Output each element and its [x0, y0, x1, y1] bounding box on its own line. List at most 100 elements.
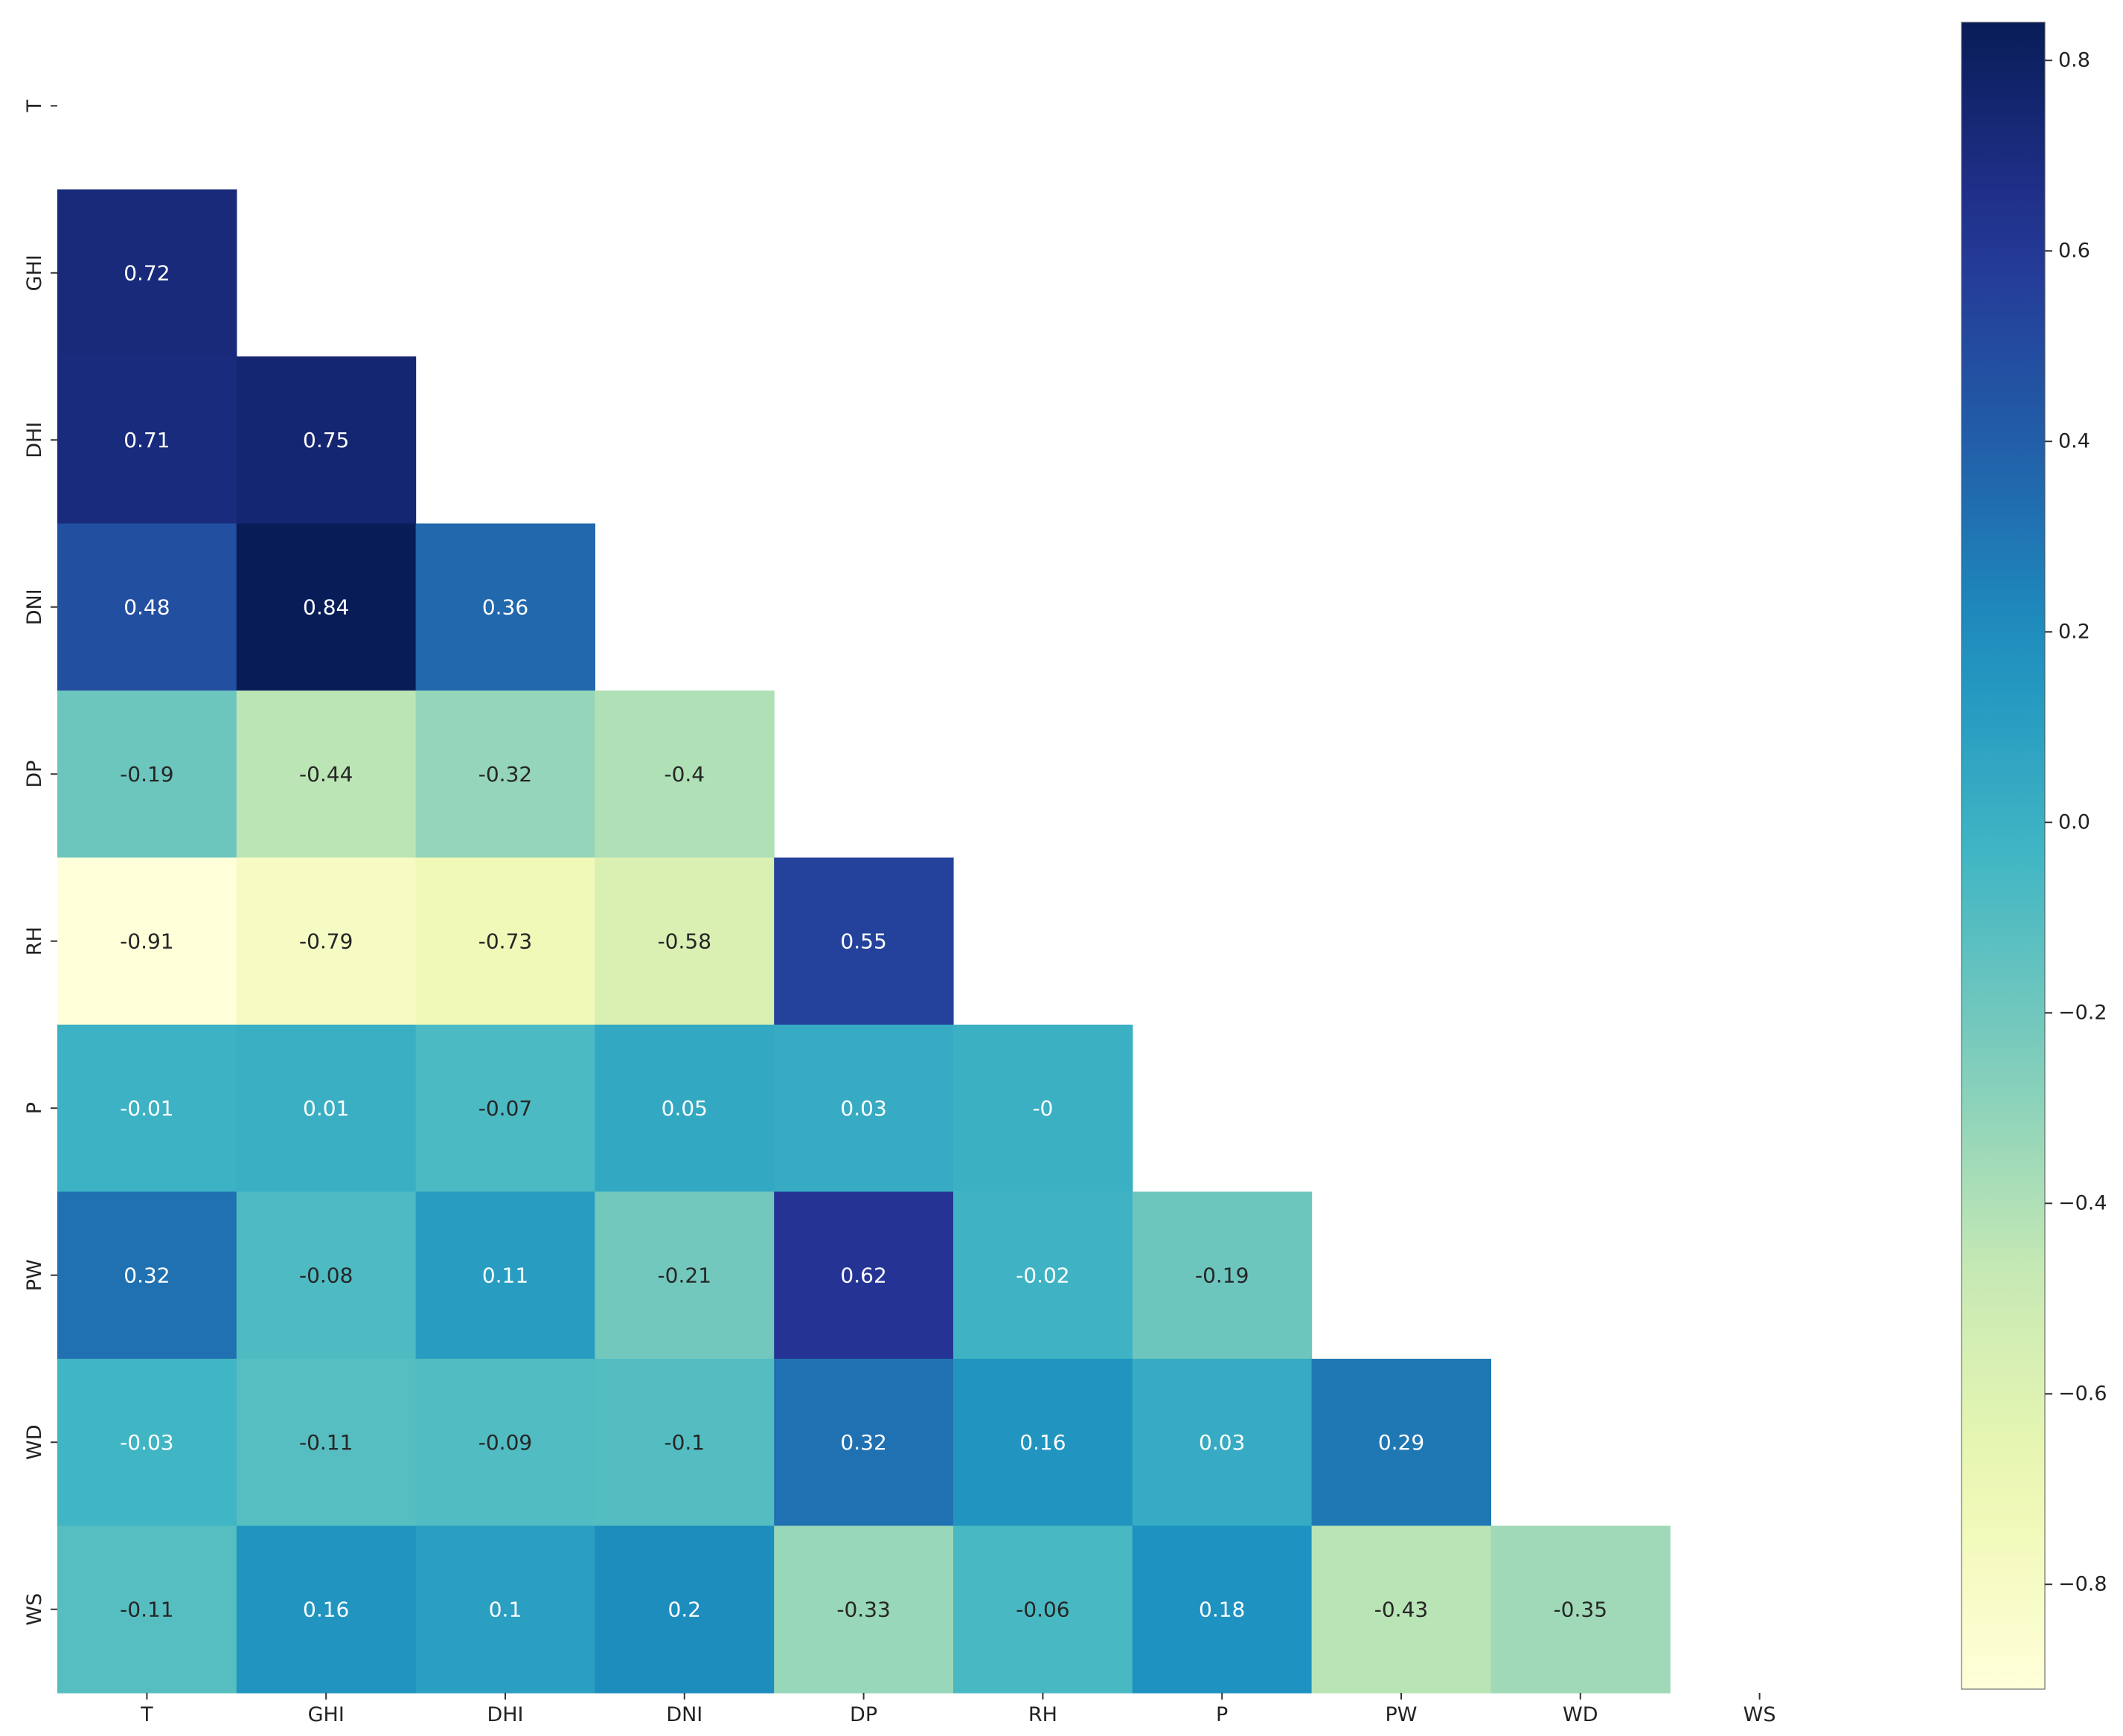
cell-value-label: -0.19	[120, 762, 173, 787]
heatmap-cell-ws-dni	[595, 1525, 775, 1694]
heatmap-cell-p-ghi	[236, 1025, 417, 1193]
cell-value-label: -0.91	[120, 929, 173, 953]
heatmap-cell-rh-t	[57, 857, 237, 1025]
heatmap-cell-ws-dhi	[415, 1525, 595, 1694]
heatmap-cell-dni-ghi	[236, 523, 417, 691]
heatmap-cell-p-dp	[774, 1025, 954, 1193]
heatmap-cell-dhi-ghi	[236, 356, 417, 525]
heatmap-cell-wd-rh	[953, 1359, 1133, 1527]
colorbar-tick-label: 0.2	[2058, 621, 2090, 644]
x-tick-label-dni: DNI	[666, 1703, 702, 1726]
heatmap-cell-wd-dni	[595, 1359, 775, 1527]
x-tick-label-pw: PW	[1386, 1703, 1418, 1726]
colorbar-tick-label: −0.8	[2058, 1573, 2107, 1596]
y-tick-label-rh: RH	[23, 926, 46, 955]
heatmap-cell-rh-ghi	[236, 857, 417, 1025]
heatmap-cell-wd-ghi	[236, 1359, 417, 1527]
heatmap-cell-dni-dhi	[415, 523, 595, 691]
cell-value-label: 0.1	[489, 1597, 522, 1621]
heatmap-cell-ws-rh	[953, 1525, 1133, 1694]
cell-value-label: -0.06	[1016, 1597, 1069, 1621]
cell-value-label: -0.1	[664, 1430, 705, 1455]
cell-value-label: -0.79	[299, 929, 353, 953]
cell-value-label: -0.32	[478, 762, 532, 787]
y-tick-label-ghi: GHI	[23, 254, 46, 291]
y-tick-label-ws: WS	[23, 1593, 46, 1626]
x-tick-label-ghi: GHI	[308, 1703, 345, 1726]
cell-value-label: 0.36	[482, 595, 528, 619]
cell-value-label: -0.03	[120, 1430, 173, 1455]
cell-value-label: -0.43	[1374, 1597, 1428, 1621]
heatmap-cell-ghi-t	[57, 189, 237, 357]
heatmap-cell-wd-pw	[1311, 1359, 1491, 1527]
y-tick-label-pw: PW	[23, 1259, 46, 1291]
cell-value-label: 0.71	[124, 428, 170, 452]
colorbar-tick-label: 0.8	[2058, 49, 2090, 72]
heatmap-cells: 0.72 0.71 0.75 0.48 0.84 0.36 -0.19 -0.44 -0.32 -…	[57, 189, 1671, 1694]
cell-value-label: -0.02	[1016, 1263, 1069, 1287]
cell-value-label: 0.55	[840, 929, 886, 953]
x-tick-label-rh: RH	[1028, 1703, 1057, 1726]
heatmap-cell-ws-dp	[774, 1525, 954, 1694]
heatmap-cell-ws-p	[1132, 1525, 1313, 1694]
heatmap-cell-p-dhi	[415, 1025, 595, 1193]
y-tick-label-dni: DNI	[23, 589, 46, 625]
cell-value-label: -0.08	[299, 1263, 353, 1287]
cell-value-label: 0.03	[840, 1096, 886, 1121]
colorbar: 0.8 0.6 0.4 0.2 0.0 −0.2 −0.4 −0.6 −0.8	[1961, 22, 2107, 1690]
cell-value-label: 0.72	[124, 260, 170, 285]
heatmap-cell-pw-rh	[953, 1191, 1133, 1359]
heatmap-cell-dp-t	[57, 691, 237, 859]
heatmap-cell-ws-wd	[1490, 1525, 1671, 1694]
cell-value-label: -0	[1032, 1096, 1053, 1121]
heatmap-cell-pw-ghi	[236, 1191, 417, 1359]
colorbar-tick-label: 0.0	[2058, 811, 2090, 834]
x-tick-label-t: T	[140, 1703, 153, 1726]
cell-value-label: -0.11	[299, 1430, 353, 1455]
cell-value-label: -0.21	[658, 1263, 711, 1287]
x-tick-label-dhi: DHI	[487, 1703, 523, 1726]
cell-value-label: 0.03	[1199, 1430, 1245, 1455]
heatmap-cell-p-t	[57, 1025, 237, 1193]
colorbar-tick-label: 0.4	[2058, 430, 2090, 453]
heatmap-cell-dni-t	[57, 523, 237, 691]
cell-value-label: -0.07	[478, 1096, 532, 1121]
y-tick-label-p: P	[23, 1102, 46, 1114]
cell-value-label: 0.62	[840, 1263, 886, 1287]
colorbar-tick-label: 0.6	[2058, 240, 2090, 263]
cell-value-label: -0.4	[664, 762, 705, 787]
heatmap-cell-dp-dni	[595, 691, 775, 859]
heatmap-cell-pw-t	[57, 1191, 237, 1359]
cell-value-label: 0.01	[303, 1096, 349, 1121]
cell-value-label: 0.84	[303, 595, 349, 619]
y-tick-label-dp: DP	[23, 760, 46, 788]
y-tick-label-t: T	[23, 100, 46, 113]
cell-value-label: -0.73	[478, 929, 532, 953]
colorbar-tick-label: −0.6	[2058, 1383, 2107, 1406]
colorbar-gradient	[1961, 22, 2046, 1690]
heatmap-cell-p-dni	[595, 1025, 775, 1193]
cell-value-label: 0.16	[303, 1597, 349, 1621]
colorbar-tick-label: −0.4	[2058, 1192, 2107, 1215]
heatmap-cell-rh-dp	[774, 857, 954, 1025]
heatmap-cell-dp-dhi	[415, 691, 595, 859]
cell-value-label: -0.44	[299, 762, 353, 787]
x-tick-label-ws: WS	[1743, 1703, 1776, 1726]
heatmap-cell-pw-p	[1132, 1191, 1313, 1359]
heatmap-cell-pw-dp	[774, 1191, 954, 1359]
x-axis-ticks: T GHI DHI DNI DP RH P PW WD WS	[140, 1693, 1776, 1726]
colorbar-tick-label: −0.2	[2058, 1002, 2107, 1025]
cell-value-label: 0.48	[124, 595, 170, 619]
cell-value-label: -0.33	[836, 1597, 890, 1621]
heatmap-cell-wd-dhi	[415, 1359, 595, 1527]
cell-value-label: 0.05	[662, 1096, 708, 1121]
cell-value-label: -0.19	[1195, 1263, 1249, 1287]
heatmap-cell-dhi-t	[57, 356, 237, 525]
y-tick-label-wd: WD	[23, 1425, 46, 1461]
y-tick-label-dhi: DHI	[23, 422, 46, 458]
cell-value-label: 0.32	[840, 1430, 886, 1455]
cell-value-label: 0.32	[124, 1263, 170, 1287]
x-tick-label-wd: WD	[1563, 1703, 1598, 1726]
heatmap-cell-rh-dhi	[415, 857, 595, 1025]
